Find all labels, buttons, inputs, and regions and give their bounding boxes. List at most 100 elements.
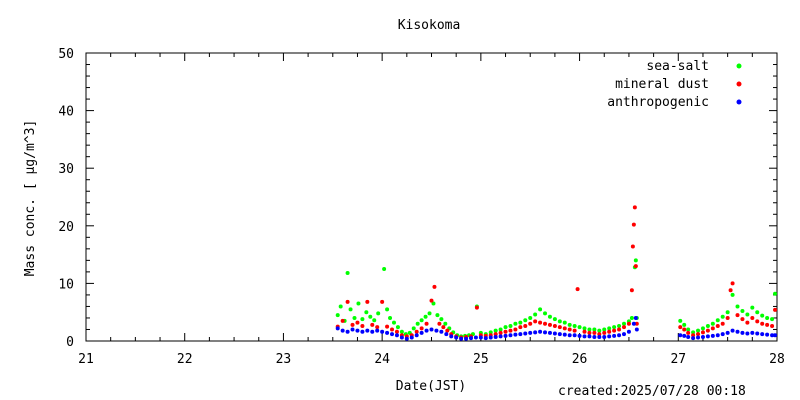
- data-point: [633, 258, 638, 263]
- data-point: [725, 315, 730, 320]
- data-point: [552, 331, 557, 336]
- data-point: [587, 334, 592, 339]
- data-point: [385, 307, 390, 312]
- y-tick-label: 0: [66, 335, 74, 350]
- data-point: [602, 330, 607, 335]
- legend-label: anthropogenic: [607, 95, 709, 110]
- data-point: [582, 326, 587, 331]
- data-point: [750, 330, 755, 335]
- data-point: [678, 318, 683, 323]
- data-point: [493, 332, 498, 337]
- data-point: [735, 313, 740, 318]
- data-point: [728, 288, 733, 293]
- data-point: [730, 281, 735, 286]
- data-point: [368, 314, 373, 319]
- data-point: [419, 326, 424, 331]
- y-tick-label: 40: [58, 105, 74, 120]
- data-point: [394, 329, 399, 334]
- data-point: [617, 324, 622, 329]
- data-point: [686, 327, 691, 332]
- data-point: [473, 335, 478, 340]
- data-point: [493, 328, 498, 333]
- data-point: [523, 318, 528, 323]
- data-point: [592, 334, 597, 339]
- data-point: [395, 325, 400, 330]
- data-point: [352, 315, 357, 320]
- data-point: [355, 328, 360, 333]
- data-point: [380, 329, 385, 334]
- data-point: [710, 321, 715, 326]
- data-point: [538, 320, 543, 325]
- data-point: [773, 333, 778, 338]
- data-point: [631, 222, 636, 227]
- data-point: [478, 335, 483, 340]
- data-point: [705, 328, 710, 333]
- data-point: [633, 315, 638, 320]
- data-point: [523, 324, 528, 329]
- data-point: [710, 333, 715, 338]
- data-point: [364, 310, 369, 315]
- x-tick-label: 23: [276, 352, 292, 367]
- data-point: [365, 328, 370, 333]
- y-tick-label: 50: [58, 47, 74, 62]
- data-point: [518, 320, 523, 325]
- y-axis: 0 10 20 30 40 50: [58, 47, 777, 350]
- data-point: [745, 312, 750, 317]
- data-point: [745, 320, 750, 325]
- data-point: [730, 292, 735, 297]
- data-point: [483, 336, 488, 341]
- data-point: [572, 328, 577, 333]
- data-point: [528, 330, 533, 335]
- data-point: [633, 264, 638, 269]
- y-axis-label: Mass conc. [ μg/m^3]: [23, 120, 38, 277]
- data-point: [634, 327, 639, 332]
- data-point: [345, 299, 350, 304]
- data-point: [503, 333, 508, 338]
- data-point: [340, 318, 345, 323]
- created-timestamp: created:2025/07/28 00:18: [558, 384, 746, 399]
- data-point: [696, 332, 701, 337]
- data-point: [437, 321, 442, 326]
- data-point: [602, 327, 607, 332]
- data-point: [444, 332, 449, 337]
- data-point: [750, 315, 755, 320]
- data-point: [528, 315, 533, 320]
- data-point: [385, 324, 390, 329]
- data-point: [508, 333, 513, 338]
- legend-label: mineral dust: [615, 77, 709, 92]
- data-point: [557, 319, 562, 324]
- data-point: [760, 332, 765, 337]
- data-point: [488, 335, 493, 340]
- data-point: [370, 329, 375, 334]
- data-point: [557, 325, 562, 330]
- data-point: [765, 322, 770, 327]
- data-point: [631, 321, 636, 326]
- data-point: [760, 313, 765, 318]
- data-point: [705, 324, 710, 329]
- data-point: [464, 336, 469, 341]
- data-point: [607, 334, 612, 339]
- data-point: [547, 314, 552, 319]
- data-point: [587, 330, 592, 335]
- data-point: [518, 325, 523, 330]
- data-point: [621, 332, 626, 337]
- data-point: [435, 313, 440, 318]
- data-point: [562, 332, 567, 337]
- data-point: [429, 327, 434, 332]
- data-point: [715, 324, 720, 329]
- data-point: [770, 324, 775, 329]
- data-point: [513, 327, 518, 332]
- data-point: [488, 330, 493, 335]
- data-point: [552, 317, 557, 322]
- data-point: [700, 326, 705, 331]
- data-point: [394, 333, 399, 338]
- data-point: [533, 330, 538, 335]
- data-point: [419, 330, 424, 335]
- legend: sea-salt mineral dust anthropogenic: [607, 59, 742, 110]
- data-point: [612, 325, 617, 330]
- data-point: [715, 333, 720, 338]
- data-point: [441, 325, 446, 330]
- data-point: [617, 333, 622, 338]
- data-point: [380, 299, 385, 304]
- data-point: [468, 336, 473, 341]
